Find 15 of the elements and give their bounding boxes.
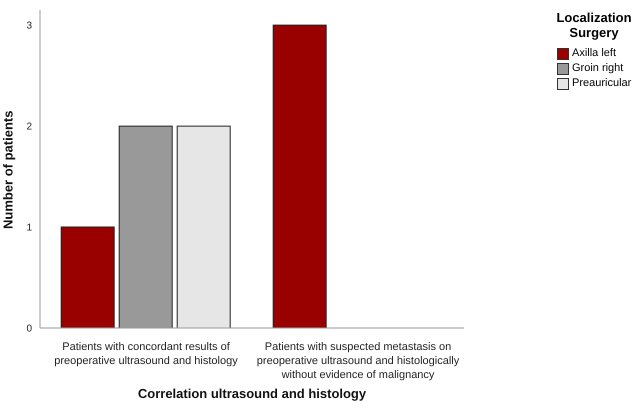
y-tick-label: 1 xyxy=(26,222,32,234)
legend-label: Preauricular xyxy=(571,76,632,91)
bar xyxy=(272,24,327,328)
x-axis-title: Correlation ultrasound and histology xyxy=(138,386,367,401)
x-tick-label: Patients with concordant results of preoperative ultrasound and histology xyxy=(54,341,238,367)
y-tick-label: 2 xyxy=(26,122,32,133)
legend-title: Localization Surgery xyxy=(555,10,633,40)
y-tick-label: 0 xyxy=(26,324,32,335)
bar xyxy=(176,126,231,328)
x-tick-label: Patients with suspected metastasis on preoperative ultrasound and histologically without evidence of malignancy xyxy=(256,341,460,381)
bar xyxy=(60,226,115,328)
legend-label: Groin right xyxy=(571,61,624,76)
y-tick-label: 3 xyxy=(26,20,32,32)
y-axis-title: Number of patients xyxy=(0,110,16,229)
legend-label: Axilla left xyxy=(571,46,618,61)
